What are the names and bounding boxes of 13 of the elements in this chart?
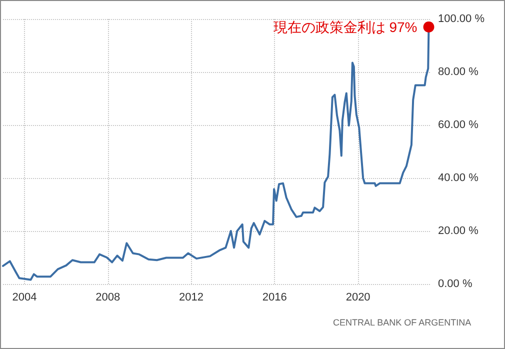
y-tick-label: 80.00 % (438, 66, 479, 78)
x-tick-label: 2004 (12, 292, 37, 304)
annotation: 現在の政策金利は 97% (273, 18, 418, 35)
y-tick-label: 40.00 % (438, 172, 479, 184)
y-tick-label: 0.00 % (438, 278, 472, 290)
x-tick-label: 2008 (96, 292, 120, 304)
text: CENTRAL BANK OF ARGENTINA (332, 318, 472, 328)
y-tick-label: 20.00 % (438, 225, 479, 237)
x-tick-label: 2016 (262, 292, 287, 304)
x-tick-label: 2012 (179, 292, 204, 304)
y-tick-label: 60.00 % (438, 119, 479, 131)
x-tick-label: 2020 (346, 292, 370, 304)
y-tick-label: 100.00 % (438, 13, 485, 25)
